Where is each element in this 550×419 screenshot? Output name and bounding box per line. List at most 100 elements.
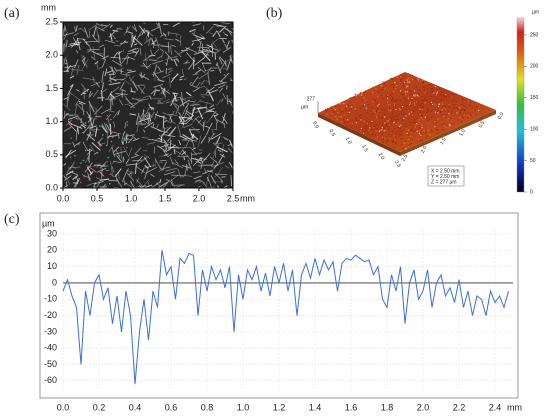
texture-line bbox=[156, 55, 163, 60]
texture-line bbox=[194, 34, 202, 44]
texture-line bbox=[63, 110, 66, 119]
texture-line bbox=[76, 115, 85, 126]
texture-line bbox=[65, 113, 69, 115]
texture-line bbox=[159, 48, 164, 52]
texture-line bbox=[132, 138, 140, 142]
texture-line bbox=[186, 47, 190, 50]
texture-spot bbox=[124, 126, 126, 128]
texture-dot bbox=[397, 130, 399, 132]
texture-dot bbox=[415, 117, 418, 119]
texture-line bbox=[205, 106, 208, 112]
texture-dot bbox=[393, 135, 396, 137]
texture-spot bbox=[84, 122, 87, 124]
texture-spot bbox=[111, 131, 113, 134]
texture-dot bbox=[434, 123, 436, 125]
texture-dot bbox=[413, 131, 415, 133]
texture-line bbox=[138, 98, 149, 102]
texture-dot bbox=[378, 103, 380, 105]
texture-dot bbox=[427, 129, 429, 131]
texture-dot bbox=[416, 100, 419, 103]
texture-dot bbox=[368, 121, 370, 123]
texture-dot bbox=[378, 117, 381, 119]
texture-line bbox=[129, 113, 137, 116]
texture-line bbox=[170, 73, 179, 83]
texture-line bbox=[178, 116, 184, 126]
texture-line bbox=[74, 59, 79, 69]
texture-line bbox=[165, 119, 172, 124]
texture-line bbox=[207, 72, 211, 86]
colorbar-tick-label: 100 bbox=[530, 127, 539, 133]
info-line: Z = 277 µm bbox=[431, 179, 457, 185]
texture-line bbox=[224, 57, 233, 64]
texture-dot bbox=[469, 104, 471, 107]
texture-line bbox=[140, 65, 151, 68]
texture-dot bbox=[475, 106, 477, 108]
texture-line bbox=[112, 29, 119, 32]
x-tick-label: 0.0 bbox=[497, 111, 506, 120]
texture-line bbox=[66, 59, 69, 73]
texture-dot bbox=[437, 132, 439, 134]
texture-dot bbox=[367, 130, 369, 132]
texture-dot bbox=[356, 119, 358, 122]
texture-dot bbox=[407, 97, 409, 99]
texture-dot bbox=[343, 118, 345, 121]
texture-line bbox=[81, 58, 89, 70]
texture-dot bbox=[463, 105, 465, 107]
texture-line bbox=[199, 34, 205, 39]
colorbar-tick-label: 0 bbox=[530, 189, 533, 195]
texture-line bbox=[130, 134, 137, 140]
texture-dot bbox=[356, 93, 358, 96]
texture-line bbox=[105, 169, 110, 171]
texture-dot bbox=[395, 86, 397, 88]
texture-dot bbox=[351, 127, 353, 129]
colorbar-tick-label: 50 bbox=[530, 158, 536, 164]
texture-line bbox=[160, 34, 164, 38]
texture-dot bbox=[407, 81, 409, 83]
texture-dot bbox=[402, 82, 404, 84]
texture-dot bbox=[410, 142, 412, 144]
texture-dot bbox=[359, 107, 362, 109]
texture-spot bbox=[95, 117, 97, 120]
texture-line bbox=[75, 25, 78, 32]
colorbar-tick-label: 200 bbox=[530, 64, 539, 70]
texture-line bbox=[96, 177, 101, 180]
texture-dot bbox=[414, 104, 416, 106]
texture-dot bbox=[365, 120, 368, 122]
texture-dot bbox=[425, 99, 427, 101]
texture-line bbox=[221, 144, 224, 154]
texture-line bbox=[82, 38, 90, 47]
texture-dot bbox=[445, 113, 447, 116]
texture-spot bbox=[110, 118, 112, 121]
texture-line bbox=[170, 44, 176, 47]
texture-dot bbox=[434, 85, 436, 88]
texture-line bbox=[200, 79, 206, 86]
texture-dot bbox=[405, 94, 407, 96]
texture-line bbox=[228, 161, 234, 170]
texture-line bbox=[69, 75, 75, 79]
texture-dot bbox=[389, 78, 392, 80]
texture-line bbox=[72, 175, 78, 181]
texture-dot bbox=[347, 104, 350, 106]
texture-line bbox=[165, 55, 178, 61]
texture-dot bbox=[443, 123, 445, 125]
texture-dot bbox=[419, 108, 421, 110]
texture-dot bbox=[461, 109, 463, 111]
texture-dot bbox=[429, 91, 432, 93]
texture-dot bbox=[361, 92, 364, 95]
texture-dot bbox=[380, 94, 382, 97]
texture-dot bbox=[471, 107, 473, 109]
texture-dot bbox=[409, 124, 411, 127]
texture-dot bbox=[440, 111, 442, 113]
texture-line bbox=[218, 57, 223, 65]
texture-dot bbox=[456, 112, 458, 114]
texture-line bbox=[104, 39, 115, 44]
texture-dot bbox=[428, 118, 430, 121]
texture-line bbox=[98, 141, 102, 147]
texture-spot bbox=[96, 151, 99, 154]
texture-dot bbox=[462, 117, 464, 119]
texture-dot bbox=[415, 94, 417, 96]
texture-dot bbox=[436, 93, 438, 95]
texture-dot bbox=[397, 99, 399, 101]
texture-dot bbox=[394, 127, 396, 129]
